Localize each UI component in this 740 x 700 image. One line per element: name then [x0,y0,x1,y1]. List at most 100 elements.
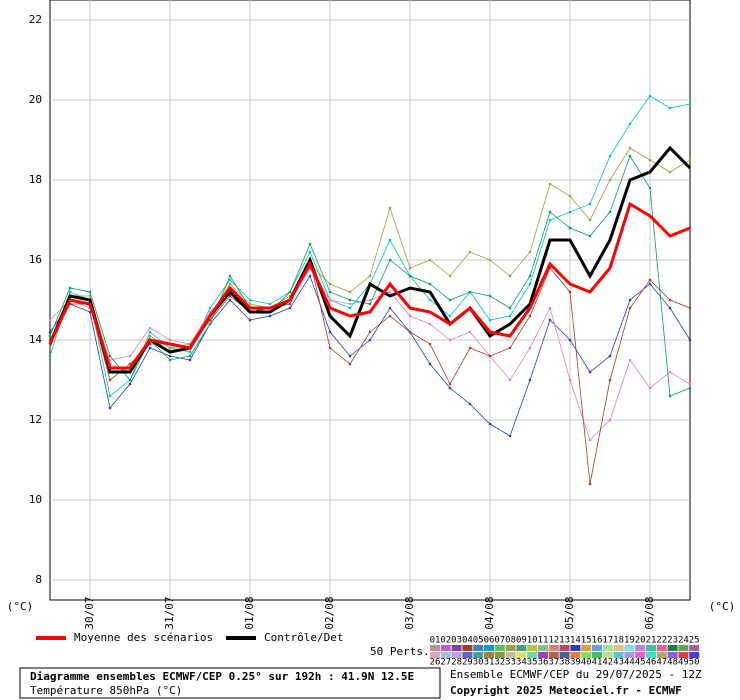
member-point [608,178,612,182]
pert-swatch [462,645,473,651]
member-point [288,302,292,306]
pert-swatch [505,645,516,651]
pert-label: 35 [527,658,538,668]
member-point [588,370,592,374]
member-point [148,346,152,350]
pert-label: 16 [592,636,603,646]
pert-swatch [451,645,462,651]
member-point [648,278,652,282]
pert-label: 21 [646,636,657,646]
member-point [588,218,592,222]
member-point [148,334,152,338]
member-point [628,122,632,126]
pert-label: 17 [602,636,613,646]
pert-label: 33 [505,658,516,668]
pert-label: 46 [646,658,657,668]
member-point [388,258,392,262]
member-point [528,346,532,350]
member-point [628,306,632,310]
member-point [368,302,372,306]
member-point [528,314,532,318]
pert-label: 13 [559,636,570,646]
pert-label: 40 [581,658,592,668]
member-point [468,330,472,334]
pert-swatch [430,645,440,651]
member-point [388,290,392,294]
member-point [368,338,372,342]
chart-subtitle: Température 850hPa (°C) [30,684,182,697]
member-point [608,154,612,158]
member-point [228,282,232,286]
member-point [628,358,632,362]
member-point [688,306,692,310]
y-tick-label: 8 [35,573,42,586]
pert-swatch [473,652,484,658]
member-point [488,422,492,426]
member-point [688,386,692,390]
member-point [508,274,512,278]
member-point [548,218,552,222]
member-point [168,346,172,350]
member-point [168,358,172,362]
member-point [328,330,332,334]
member-point [228,274,232,278]
pert-label: 23 [667,636,678,646]
pert-label: 03 [451,636,462,646]
member-point [508,306,512,310]
member-point [228,278,232,282]
pert-label: 04 [462,636,473,646]
member-point [408,330,412,334]
member-point [148,330,152,334]
pert-label: 05 [473,636,484,646]
member-point [368,330,372,334]
pert-label: 02 [440,636,451,646]
pert-swatch [516,652,527,658]
member-point [388,306,392,310]
member-point [628,154,632,158]
pert-label: 25 [689,636,700,646]
pert-label: 06 [484,636,495,646]
member-point [448,386,452,390]
member-point [228,298,232,302]
pert-swatch [689,645,700,651]
pert-label: 28 [451,658,462,668]
pert-swatch [538,645,548,651]
pert-swatch [613,645,624,651]
y-tick-label: 18 [29,173,42,186]
member-point [308,274,312,278]
member-point [208,306,212,310]
member-point [288,306,292,310]
pert-swatch [635,645,646,651]
member-point [468,290,472,294]
member-point [548,182,552,186]
member-point [328,290,332,294]
pert-label: 26 [430,658,441,668]
legend-label: Moyenne des scénarios [74,631,213,644]
pert-swatch [473,645,484,651]
pert-swatch [613,652,624,658]
pert-swatch [527,645,538,651]
member-point [328,346,332,350]
member-point [568,210,572,214]
pert-label: 20 [635,636,646,646]
pert-swatch [494,645,505,651]
member-point [528,282,532,286]
pert-swatch [505,652,516,658]
member-point [48,318,52,322]
member-point [568,226,572,230]
member-point [348,362,352,366]
pert-label: 29 [462,658,473,668]
member-point [348,302,352,306]
pert-label: 15 [581,636,592,646]
pert-swatch [656,652,667,658]
x-tick-label: 02/08 [323,596,336,629]
member-point [408,266,412,270]
member-point [528,250,532,254]
pert-swatch [538,652,548,658]
member-point [448,382,452,386]
pert-swatch [624,645,635,651]
pert-swatch [440,652,451,658]
member-point [268,302,272,306]
member-point [308,250,312,254]
pert-label: 41 [592,658,603,668]
